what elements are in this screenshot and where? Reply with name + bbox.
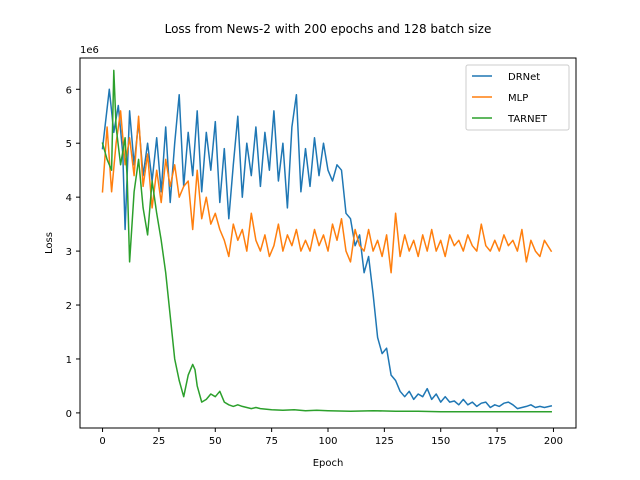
y-tick-label: 1: [66, 355, 72, 366]
x-tick-label: 125: [375, 436, 394, 447]
x-axis: 0 25 50 75 100 125 150 175 200: [99, 428, 563, 447]
series-line-tarnet: [101, 69, 552, 413]
x-tick-label: 175: [488, 436, 507, 447]
x-tick-label: 0: [99, 436, 105, 447]
x-axis-label: Epoch: [313, 458, 344, 469]
x-tick-label: 150: [431, 436, 450, 447]
legend-box: [465, 64, 570, 131]
x-tick-label: 75: [265, 436, 278, 447]
series-line-mlp: [101, 110, 553, 274]
y-tick-label: 5: [66, 139, 72, 150]
series-line-drnet: [101, 88, 553, 410]
y-tick-label: 4: [66, 193, 72, 204]
y-axis-offset-label: 1e6: [80, 45, 99, 56]
legend-label-drnet: DRNet: [508, 72, 540, 83]
legend-label-mlp: MLP: [508, 93, 528, 104]
x-tick-label: 200: [544, 436, 563, 447]
y-tick-label: 2: [66, 301, 72, 312]
y-tick-label: 0: [66, 409, 72, 420]
series-layer: [101, 69, 553, 413]
x-tick-label: 25: [153, 436, 166, 447]
legend: DRNet MLP TARNET: [465, 64, 570, 131]
x-tick-label: 100: [318, 436, 337, 447]
legend-label-tarnet: TARNET: [507, 114, 548, 125]
x-tick-label: 50: [209, 436, 222, 447]
y-tick-label: 3: [66, 247, 72, 258]
y-axis-label: Loss: [44, 232, 55, 254]
y-axis: 0 1 2 3 4 5 6: [66, 85, 80, 420]
chart-title: Loss from News-2 with 200 epochs and 128…: [165, 22, 492, 36]
y-tick-label: 6: [66, 85, 72, 96]
